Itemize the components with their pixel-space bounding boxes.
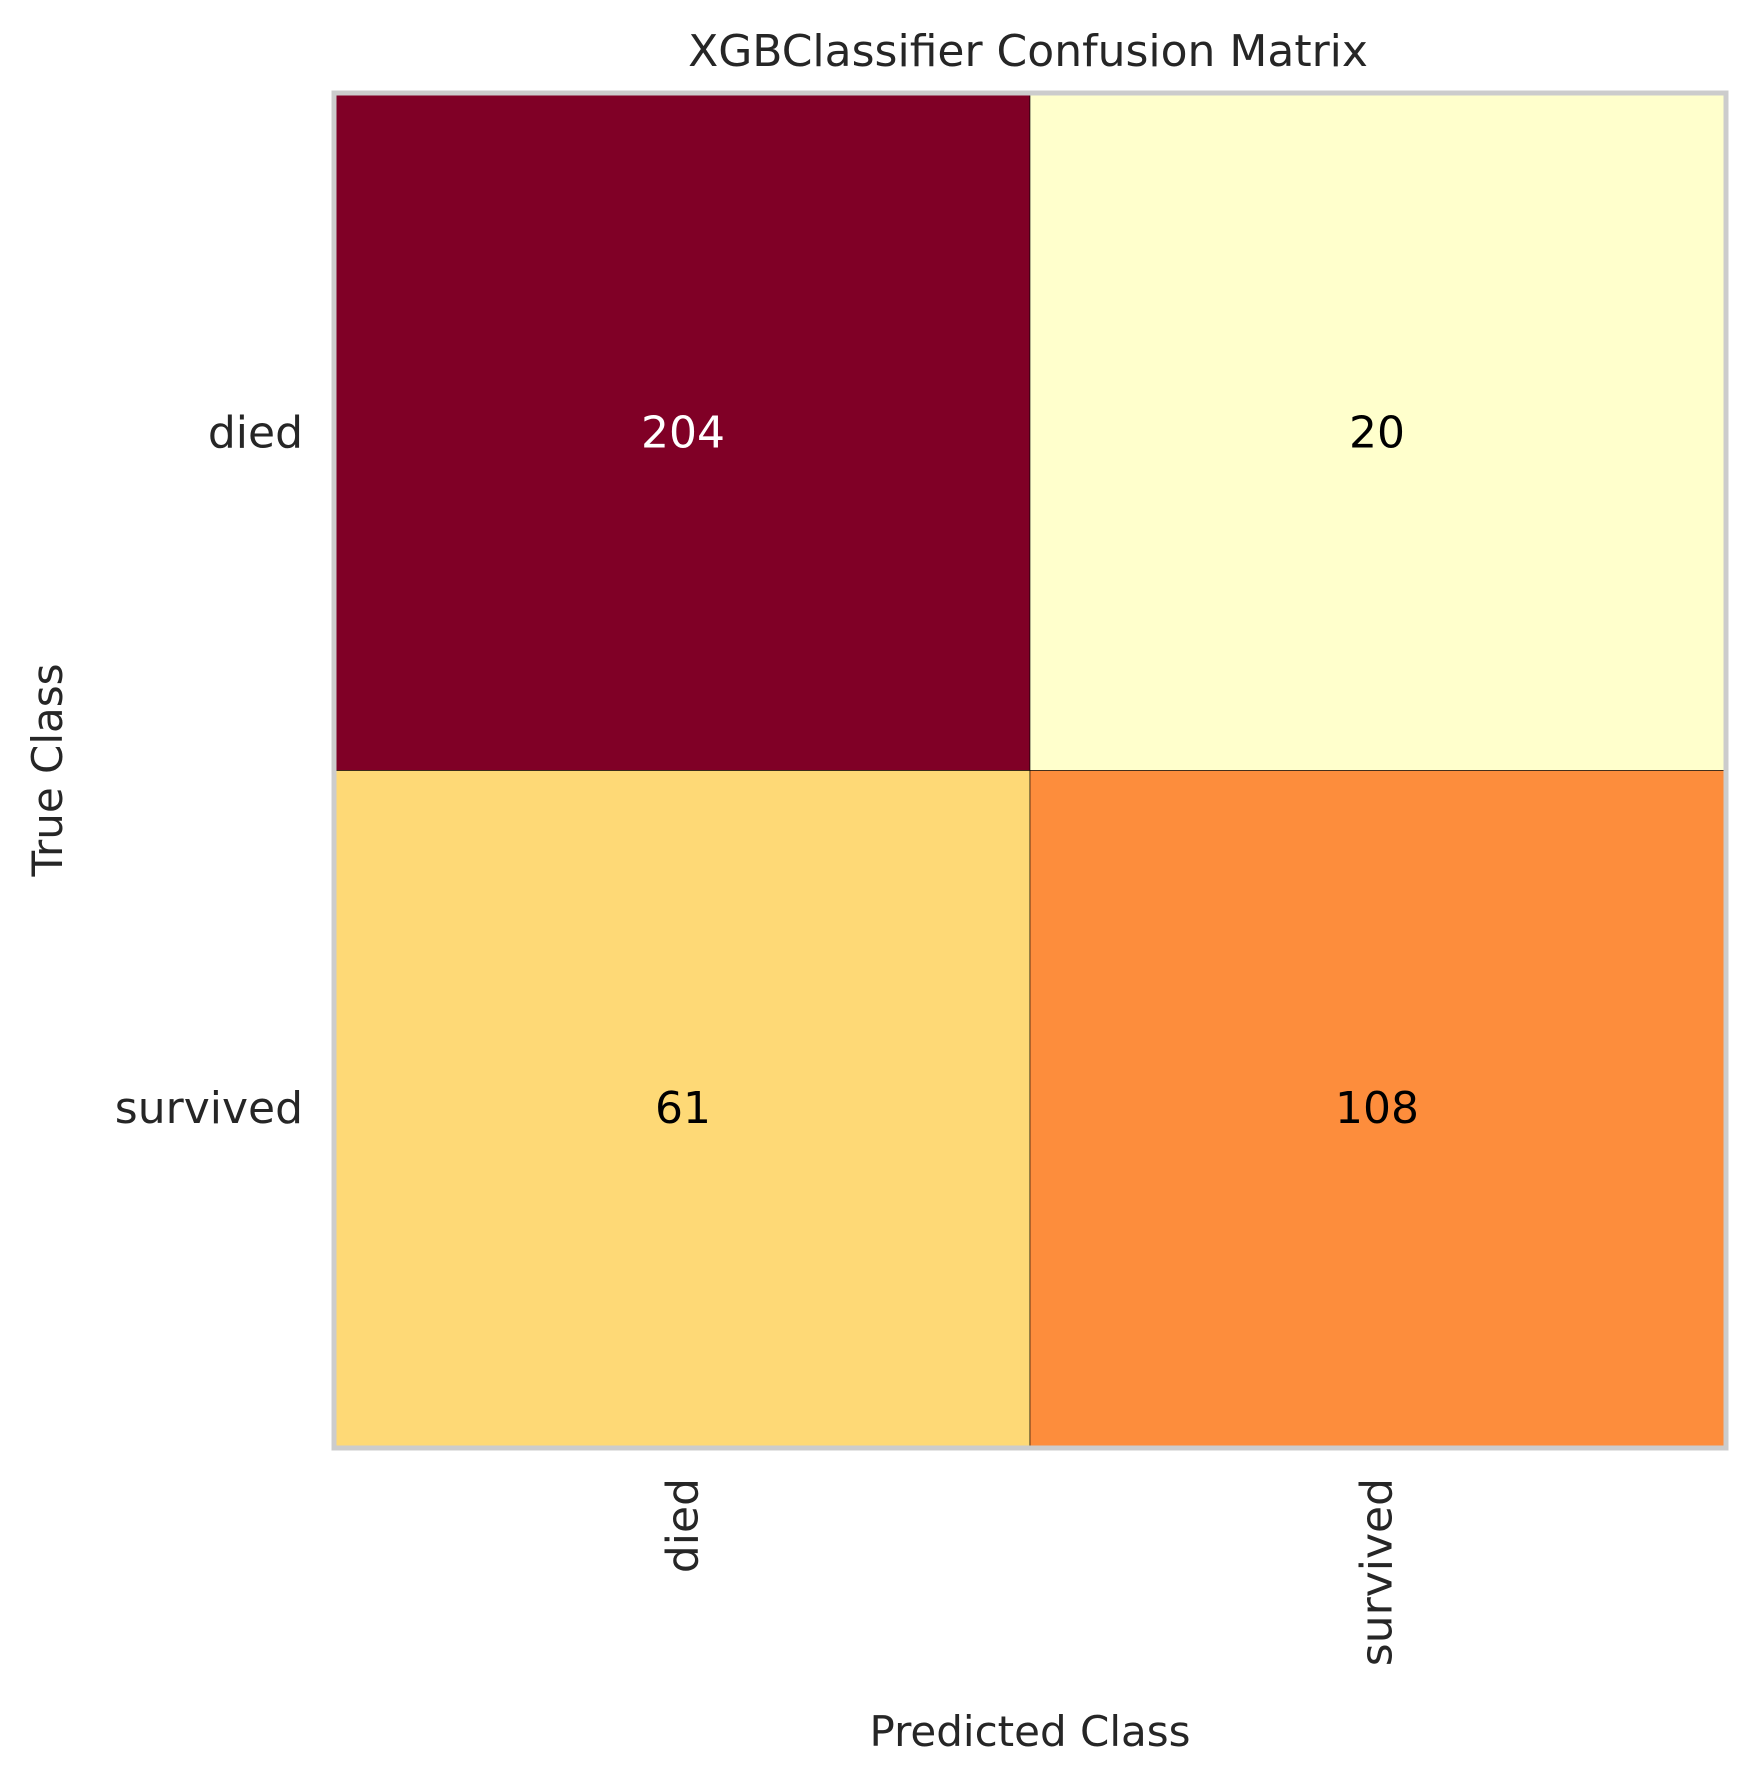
heatmap-cell-survived-survived — [1029, 770, 1725, 1447]
x-tick-labels: died survived — [658, 1478, 1403, 1666]
y-axis-label: True Class — [23, 663, 72, 877]
y-tick-label-survived: survived — [115, 1083, 303, 1134]
cell-value-died-died: 204 — [641, 407, 725, 458]
cell-value-died-survived: 20 — [1349, 407, 1405, 458]
x-tick-label-died: died — [658, 1478, 709, 1573]
plot-frame — [331, 90, 1729, 1451]
cell-value-labels: 204 20 61 108 — [641, 407, 1419, 1134]
heatmap-cell-died-died — [335, 94, 1031, 771]
chart-title: XGBClassifier Confusion Matrix — [688, 26, 1368, 77]
heatmap-cell-survived-died — [335, 770, 1031, 1447]
x-tick-label-survived: survived — [1352, 1478, 1403, 1666]
y-tick-label-died: died — [208, 407, 303, 458]
y-tick-labels: died survived — [115, 407, 303, 1134]
heatmap-cells — [335, 94, 1725, 1447]
x-axis-label: Predicted Class — [869, 1707, 1190, 1756]
heatmap-cell-died-survived — [1029, 94, 1725, 771]
cell-value-survived-died: 61 — [655, 1083, 711, 1134]
cell-value-survived-survived: 108 — [1335, 1083, 1419, 1134]
